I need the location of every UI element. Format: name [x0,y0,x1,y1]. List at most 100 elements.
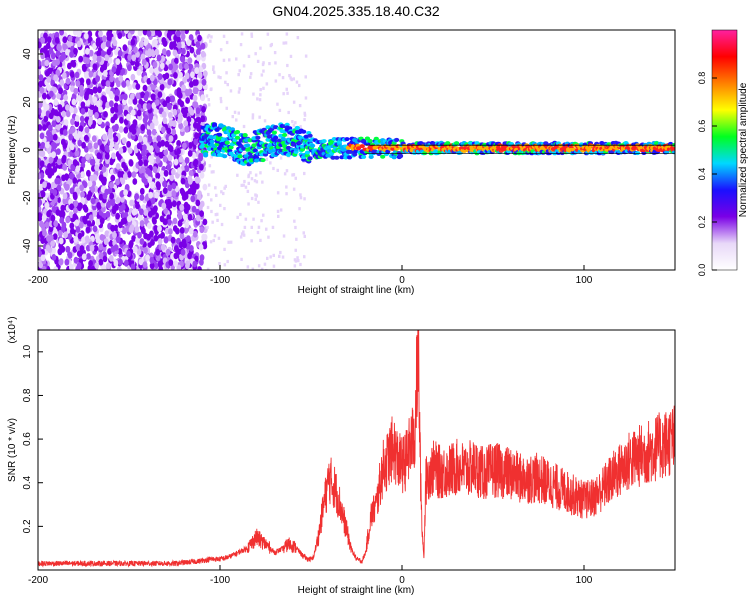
spectrogram-cell [104,144,110,152]
spectrogram-cell [149,122,155,130]
spectrogram-cell [177,167,182,175]
spectrogram-cell [82,217,88,225]
spectrogram-cell [543,141,549,146]
spectrogram-cell [143,247,148,254]
spectrogram-cell [239,235,243,239]
spectrogram-cell [120,203,126,211]
spectrogram-cell [292,173,296,177]
spectrogram-cell [88,49,94,57]
spectrogram-cell [219,203,222,207]
spectrogram-cell [202,70,208,77]
spectrogram-cell [297,259,300,263]
spectrogram-cell [141,176,147,184]
spectrogram-cell [51,181,56,189]
spectrogram-cell [133,46,138,54]
spectrogram-cell [191,151,197,159]
spectrogram-cell [173,260,179,267]
spectrogram-cell [153,225,159,232]
spectrogram-cell [150,208,156,216]
spectrogram-cell [244,217,248,221]
spectrogram-cell [48,112,54,120]
spectrogram-cell [225,71,228,75]
spectrogram-cell [168,135,174,143]
spectrogram-cell [262,61,265,65]
spectrogram-cell [148,145,154,153]
spectrogram-cell [359,144,365,149]
spectrogram-cell [151,39,157,47]
spectrogram-cell [89,244,95,252]
spectrogram-cell [42,92,47,100]
spectrogram-cell [347,155,353,160]
spectrogram-cell [54,177,60,185]
spectrogram-cell [223,207,226,211]
spectrogram-cell [282,234,286,238]
spectrogram-cell [199,200,205,208]
spectrogram-cell [86,78,91,86]
colorbar-tick-label: 0.6 [697,120,707,133]
spectrogram-cell [162,155,168,163]
spectrogram-cell [265,137,271,142]
spectrogram-cell [187,150,193,157]
spectrogram-cell [63,94,68,101]
spectrogram-cell [181,84,187,92]
spectrogram-x-tick-label: -200 [28,275,48,286]
spectrogram-cell [75,265,81,270]
spectrogram-cell [238,69,241,73]
snr-x-tick-label: -200 [28,575,48,586]
spectrogram-ylabel: Frequency (Hz) [7,116,18,185]
spectrogram-cell [269,255,272,259]
spectrogram-cell [46,76,52,83]
spectrogram-cell [126,250,131,258]
spectrogram-cell [87,30,93,38]
spectrogram-cell [109,75,114,83]
spectrogram-cell [157,225,162,233]
spectrogram-cell [53,220,59,228]
spectrogram-cell [145,167,151,175]
colorbar-ticks: 0.0 0.2 0.4 0.6 0.8 [697,72,717,276]
spectrogram-cell [166,49,171,57]
spectrogram-cell [150,181,156,189]
spectrogram-cell [149,262,155,270]
spectrogram-cell [38,205,42,213]
spectrogram-cell [210,35,213,39]
spectrogram-cell [69,203,75,211]
colorbar-tick-label: 0.2 [697,216,707,229]
spectrogram-cell [166,163,172,171]
spectrogram-cell [168,63,174,71]
spectrogram-y-tick-label: 40 [22,48,33,60]
spectrogram-cell [153,234,159,242]
spectrogram-cell [210,87,213,91]
spectrogram-cell [121,137,127,145]
spectrogram-y-tick-label: 20 [22,96,33,108]
spectrogram-cell [237,154,243,159]
spectrogram-cell [142,136,148,144]
spectrogram-cell [247,202,250,206]
snr-y-tick-label: 0.2 [22,519,33,533]
spectrogram-cell [71,98,77,106]
spectrogram-xlabel: Height of straight line (km) [298,285,415,296]
spectrogram-cell [246,265,250,269]
spectrogram-cell [171,120,177,127]
spectrogram-cell [123,165,129,172]
spectrogram-cell [171,190,177,198]
spectrogram-cell [109,181,114,189]
spectrogram-cell [284,41,288,45]
spectrogram-cell [42,181,47,189]
spectrogram-cell [139,220,145,227]
spectrogram-cell [104,230,110,238]
spectrogram-cell [234,135,241,140]
spectrogram-cell [250,196,254,201]
spectrogram-cell [140,53,146,61]
spectrogram-cell [110,224,115,232]
spectrogram-cell [75,80,81,87]
spectrogram-cell [111,207,117,215]
spectrogram-cell [164,140,170,148]
spectrogram-cell [206,205,210,210]
spectrogram-cell [141,58,147,66]
spectrogram-cell [255,194,258,198]
spectrogram-cell [249,72,253,76]
spectrogram-cell [304,75,307,79]
spectrogram-cell [254,197,257,201]
spectrogram-cell [129,93,135,100]
spectrogram-cell [171,182,177,190]
